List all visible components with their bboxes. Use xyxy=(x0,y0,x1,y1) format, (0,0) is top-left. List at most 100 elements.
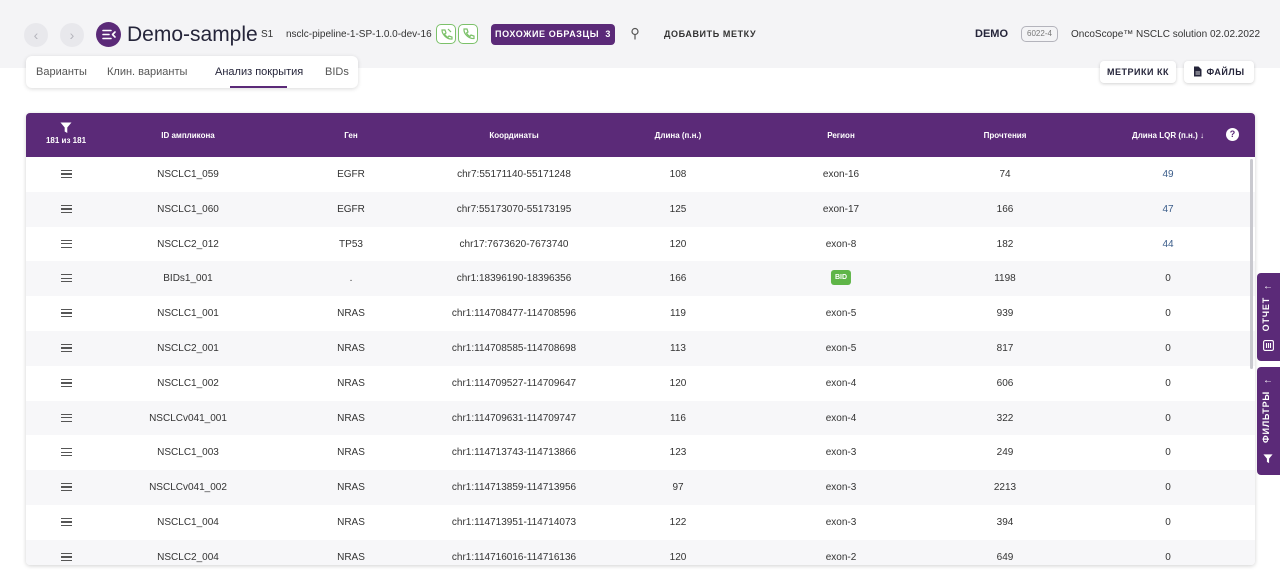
table-row[interactable]: NSCLC2_001 NRAS chr1:114708585-114708698 11… xyxy=(26,330,1255,366)
cell-amplicon-id: NSCLC2_012 xyxy=(157,238,219,250)
cell-reads: 939 xyxy=(996,308,1014,320)
row-menu-icon[interactable] xyxy=(61,517,72,526)
row-menu-icon[interactable] xyxy=(61,413,72,422)
pipeline-name: nsclc-pipeline-1-SP-1.0.0-dev-16 xyxy=(286,29,432,40)
filters-panel-tab[interactable]: ← ФИЛЬТРЫ xyxy=(1257,367,1280,475)
row-menu-icon[interactable] xyxy=(61,274,72,283)
cell-amplicon-id: NSCLC1_002 xyxy=(157,377,219,389)
cell-length: 113 xyxy=(670,342,686,354)
account-name: DEMO xyxy=(975,28,1008,40)
column-header-region[interactable]: Регион xyxy=(827,131,855,140)
row-menu-icon[interactable] xyxy=(61,170,72,178)
table-row[interactable]: NSCLC1_002 NRAS chr1:114709527-114709647 12… xyxy=(26,366,1255,401)
filter-icon xyxy=(1263,454,1273,464)
row-menu-icon[interactable] xyxy=(61,483,72,492)
cell-reads: 2213 xyxy=(993,482,1017,494)
report-panel-label: ОТЧЕТ xyxy=(1261,297,1271,332)
filter-count: 181 из 181 xyxy=(45,136,87,145)
tab-coverage-analysis[interactable]: Анализ покрытия xyxy=(215,66,304,78)
row-menu-icon[interactable] xyxy=(61,343,72,352)
column-header-length[interactable]: Длина (п.н.) xyxy=(654,131,702,140)
cell-lqr-length: 47 xyxy=(1162,203,1174,215)
cell-coordinates: chr1:18396190-18396356 xyxy=(456,273,572,285)
menu-toggle-button[interactable] xyxy=(96,22,121,47)
report-panel-tab[interactable]: ← ОТЧЕТ xyxy=(1257,273,1280,361)
table-row[interactable]: NSCLC2_004 NRAS chr1:114716016-114716136 12… xyxy=(26,539,1255,565)
cell-coordinates: chr1:114713743-114713866 xyxy=(451,447,577,459)
tab-variants[interactable]: Варианты xyxy=(36,66,87,78)
row-menu-icon[interactable] xyxy=(61,204,72,213)
help-icon[interactable]: ? xyxy=(1226,128,1239,141)
similar-samples-label: ПОХОЖИЕ ОБРАЗЦЫ xyxy=(495,29,600,39)
files-label: ФАЙЛЫ xyxy=(1206,67,1245,77)
cell-gene: NRAS xyxy=(337,377,365,389)
product-name: OncoScope™ NSCLC solution xyxy=(1071,29,1208,40)
active-tab-indicator xyxy=(230,86,287,88)
cell-lqr-length: 0 xyxy=(1165,447,1171,459)
table-row[interactable]: NSCLC1_059 EGFR chr7:55171140-55171248 108 e… xyxy=(26,157,1255,192)
cell-gene: NRAS xyxy=(337,412,365,424)
back-button[interactable]: ‹ xyxy=(24,23,48,47)
expand-arrow-icon: ← xyxy=(1263,375,1273,386)
column-header-reads[interactable]: Прочтения xyxy=(983,131,1027,140)
cell-amplicon-id: NSCLC2_004 xyxy=(157,551,219,563)
table-row[interactable]: NSCLC2_012 TP53 chr17:7673620-7673740 120 ex… xyxy=(26,227,1255,262)
table-row[interactable]: NSCLCv041_001 NRAS chr1:114709631-11470974… xyxy=(26,400,1255,436)
forward-button[interactable]: › xyxy=(60,23,84,47)
cell-length: 97 xyxy=(672,482,684,494)
table-row[interactable]: NSCLC1_060 EGFR chr7:55173070-55173195 125 e… xyxy=(26,191,1255,227)
table-row[interactable]: BIDs1_001. chr1:18396190-18396356 166 BID 11… xyxy=(26,261,1255,297)
filter-icon xyxy=(60,122,72,133)
phone-link-icon xyxy=(441,28,453,40)
cell-lqr-length: 44 xyxy=(1162,238,1174,250)
table-scrollbar[interactable] xyxy=(1250,159,1253,369)
filter-toggle[interactable]: 181 из 181 xyxy=(46,122,86,145)
cell-lqr-length: 49 xyxy=(1162,169,1174,180)
cell-reads: 166 xyxy=(996,203,1014,215)
cell-region: exon-5 xyxy=(825,342,857,354)
row-menu-icon[interactable] xyxy=(61,239,72,248)
table-header: 181 из 181 ID ампликона Ген Координаты Д… xyxy=(26,113,1255,157)
cell-lqr-length: 0 xyxy=(1165,482,1171,494)
expand-arrow-icon: ← xyxy=(1263,281,1273,292)
cell-lqr-length: 0 xyxy=(1165,308,1171,320)
cell-region: exon-2 xyxy=(825,551,857,563)
cell-reads: 394 xyxy=(996,516,1014,528)
cell-coordinates: chr1:114708477-114708596 xyxy=(451,308,577,320)
table-row[interactable]: NSCLC1_004 NRAS chr1:114713951-114714073 12… xyxy=(26,505,1255,540)
cell-gene: . xyxy=(349,273,353,285)
cell-reads: 182 xyxy=(996,238,1014,250)
qc-metrics-button[interactable]: МЕТРИКИ КК xyxy=(1100,61,1176,83)
cell-coordinates: chr1:114709527-114709647 xyxy=(451,377,577,389)
call-button[interactable] xyxy=(436,24,456,44)
call-button-secondary[interactable] xyxy=(458,24,478,44)
tab-bids[interactable]: BIDs xyxy=(325,66,349,78)
column-header-gene[interactable]: Ген xyxy=(344,131,358,140)
cell-length: 122 xyxy=(669,516,687,528)
cell-lqr-length: 0 xyxy=(1165,377,1171,389)
cell-lqr-length: 0 xyxy=(1165,412,1171,424)
report-date: 02.02.2022 xyxy=(1210,29,1261,40)
row-menu-icon[interactable] xyxy=(61,552,72,561)
column-header-coordinates[interactable]: Координаты xyxy=(489,131,539,140)
cell-reads: 322 xyxy=(996,412,1014,424)
add-label-button[interactable]: ДОБАВИТЬ МЕТКУ xyxy=(664,29,757,39)
table-row[interactable]: NSCLC1_001 NRAS chr1:114708477-114708596 11… xyxy=(26,296,1255,331)
cell-gene: NRAS xyxy=(337,308,365,320)
sample-id: S1 xyxy=(261,29,274,40)
row-menu-icon[interactable] xyxy=(61,448,72,457)
row-menu-icon[interactable] xyxy=(61,378,72,387)
tab-bar: Варианты Клин. варианты Анализ покрытия … xyxy=(26,56,358,88)
column-header-lqr-length[interactable]: Длина LQR (п.н.) ↓ xyxy=(1132,131,1204,140)
files-button[interactable]: ФАЙЛЫ xyxy=(1184,61,1254,83)
table-row[interactable]: NSCLCv041_002 NRAS chr1:114713859-11471395… xyxy=(26,470,1255,505)
cell-gene: TP53 xyxy=(339,238,363,250)
cell-gene: NRAS xyxy=(337,551,365,563)
row-menu-icon[interactable] xyxy=(61,309,72,318)
cell-amplicon-id: NSCLCv041_002 xyxy=(149,482,227,494)
table-row[interactable]: NSCLC1_003 NRAS chr1:114713743-114713866 12… xyxy=(26,435,1255,470)
pin-icon[interactable] xyxy=(629,27,641,41)
similar-samples-button[interactable]: ПОХОЖИЕ ОБРАЗЦЫ 3 xyxy=(491,24,615,45)
column-header-amplicon-id[interactable]: ID ампликона xyxy=(161,131,215,140)
tab-clinical-variants[interactable]: Клин. варианты xyxy=(107,66,188,78)
